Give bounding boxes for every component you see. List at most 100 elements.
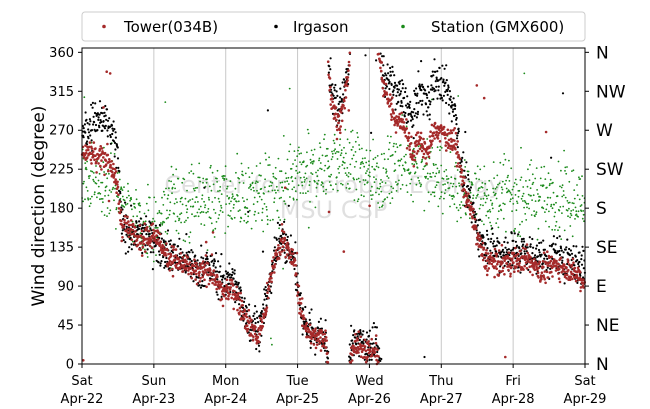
data-point	[374, 338, 377, 341]
data-point	[462, 204, 464, 207]
data-point	[426, 172, 429, 175]
data-point	[368, 160, 370, 163]
data-point	[368, 358, 371, 361]
data-point	[443, 133, 446, 137]
x-tick-day: Sat	[574, 374, 595, 389]
data-point	[380, 357, 383, 361]
data-point	[146, 248, 149, 251]
data-point	[242, 174, 244, 177]
data-point	[280, 196, 282, 199]
data-point	[343, 162, 346, 164]
data-point	[512, 261, 515, 264]
data-point	[422, 152, 426, 156]
data-point	[413, 150, 416, 154]
data-point	[437, 89, 440, 92]
data-point	[157, 261, 160, 264]
data-point	[488, 179, 491, 182]
data-point	[318, 341, 322, 345]
data-point	[454, 131, 458, 135]
data-point	[377, 202, 379, 204]
data-point	[513, 232, 516, 235]
data-point	[484, 251, 488, 255]
data-point	[172, 248, 175, 251]
data-point	[560, 238, 563, 241]
data-point	[86, 190, 89, 192]
data-point	[178, 218, 181, 220]
data-point	[427, 106, 430, 109]
data-point	[456, 146, 459, 149]
data-point	[315, 334, 318, 338]
data-point	[93, 193, 96, 196]
data-point	[575, 245, 578, 248]
data-point	[433, 195, 436, 198]
data-point	[543, 248, 547, 251]
data-point	[516, 235, 519, 237]
data-point	[214, 212, 217, 214]
data-point	[419, 131, 423, 135]
data-point	[507, 251, 511, 254]
data-point	[455, 164, 459, 168]
data-point	[445, 175, 448, 178]
data-point	[90, 139, 93, 142]
data-point	[462, 183, 466, 187]
data-point	[414, 112, 417, 115]
data-point	[270, 259, 274, 263]
data-point	[282, 135, 285, 137]
data-point	[514, 257, 517, 260]
data-point	[399, 90, 403, 93]
data-point	[268, 164, 271, 166]
data-point	[420, 89, 423, 92]
data-point	[365, 149, 368, 152]
data-point	[109, 135, 112, 139]
data-point	[292, 163, 294, 165]
data-point	[222, 274, 225, 277]
data-point	[287, 188, 289, 191]
data-point	[147, 183, 149, 186]
data-point	[482, 246, 486, 250]
data-point	[515, 263, 519, 266]
data-point	[226, 187, 228, 190]
data-point	[379, 66, 382, 70]
data-point	[239, 220, 242, 223]
data-point	[205, 181, 208, 184]
data-point	[137, 235, 141, 238]
data-point	[472, 207, 475, 211]
data-point	[342, 104, 345, 107]
data-point	[231, 268, 234, 271]
data-point	[192, 172, 195, 175]
data-point	[253, 332, 257, 336]
data-point	[230, 279, 234, 282]
data-point	[517, 233, 520, 236]
data-point	[191, 251, 194, 254]
data-point	[108, 158, 111, 161]
data-point	[458, 182, 460, 185]
data-point	[518, 261, 521, 265]
data-point	[273, 263, 277, 266]
data-point	[174, 248, 178, 251]
data-point	[462, 181, 466, 185]
data-point	[478, 234, 481, 238]
data-point	[151, 268, 154, 271]
data-point	[378, 193, 380, 196]
data-point	[98, 147, 102, 151]
data-point	[304, 305, 307, 309]
data-point	[294, 264, 298, 267]
data-point	[200, 256, 203, 259]
data-point	[389, 155, 392, 158]
data-point	[413, 147, 415, 150]
data-point	[477, 248, 480, 251]
data-point	[161, 222, 164, 225]
data-point	[280, 239, 283, 243]
data-point	[95, 171, 98, 174]
data-point	[107, 199, 111, 203]
data-point	[500, 186, 503, 189]
data-point	[207, 273, 210, 277]
data-point	[212, 264, 215, 267]
data-point	[296, 289, 299, 292]
data-point	[133, 242, 136, 245]
data-point	[279, 170, 281, 173]
data-point	[405, 153, 407, 156]
data-point	[340, 149, 343, 152]
data-point	[256, 200, 259, 203]
data-point	[367, 334, 371, 338]
